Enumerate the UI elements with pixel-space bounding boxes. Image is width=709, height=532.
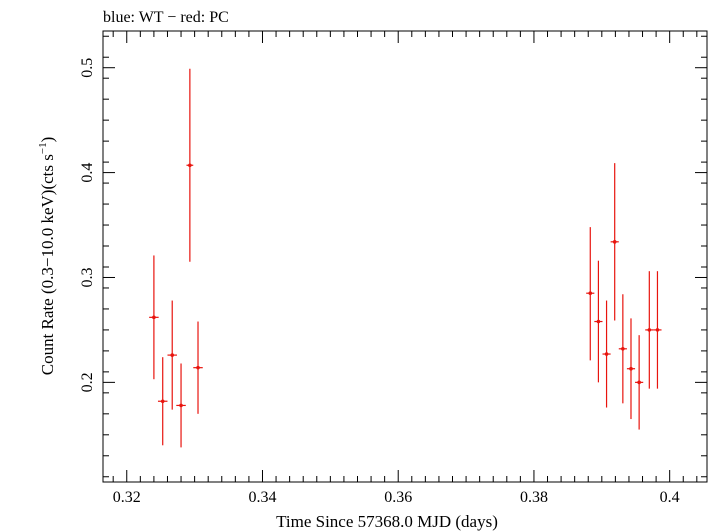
y-axis: 0.2 0.3 0.4 0.5 [79,35,707,478]
data-marker [647,328,652,332]
chart-title: blue: WT − red: PC [103,9,229,26]
data-point [193,321,203,414]
data-point [186,68,194,262]
data-marker [188,163,192,168]
x-tick-label: 0.38 [520,489,548,506]
data-marker [612,240,617,244]
data-marker [152,315,156,320]
data-point [610,163,619,321]
data-marker [604,352,609,356]
data-marker [629,366,633,371]
data-marker [588,291,593,296]
y-tick-label: 0.3 [79,267,96,287]
y-axis-label-exponent: −1 [37,142,49,154]
x-axis: 0.32 0.34 0.36 0.38 0.4 [112,31,698,506]
data-point [653,271,662,389]
data-point [626,318,636,420]
plot-frame [102,30,708,483]
y-tick-label: 0.4 [79,163,96,183]
data-point [594,260,603,383]
data-marker [160,399,165,404]
data-point [157,357,168,446]
x-tick-label: 0.4 [660,489,680,506]
x-tick-label: 0.36 [384,489,412,506]
x-tick-label: 0.32 [113,489,141,506]
data-point [586,227,595,361]
data-point [645,271,654,389]
data-marker [621,346,625,351]
data-marker [637,380,641,385]
y-axis-label-close: ) [38,137,57,143]
x-tick-label: 0.34 [248,489,276,506]
data-point [167,300,177,410]
data-marker [179,403,183,408]
y-axis-label: Count Rate (0.3−10.0 keV)(cts s−1) [37,137,57,376]
data-series-pc [149,68,662,448]
data-marker [596,319,601,324]
data-point [618,294,627,404]
data-point [149,255,159,380]
data-point [176,363,186,448]
y-tick-label: 0.5 [79,58,96,78]
data-marker [655,328,660,332]
data-marker [196,365,200,370]
data-marker [170,353,175,357]
y-axis-label-main: Count Rate (0.3−10.0 keV)(cts s [38,154,57,375]
data-point [635,335,644,430]
data-point [602,300,611,408]
y-tick-label: 0.2 [79,372,96,392]
x-axis-label: Time Since 57368.0 MJD (days) [276,512,498,531]
